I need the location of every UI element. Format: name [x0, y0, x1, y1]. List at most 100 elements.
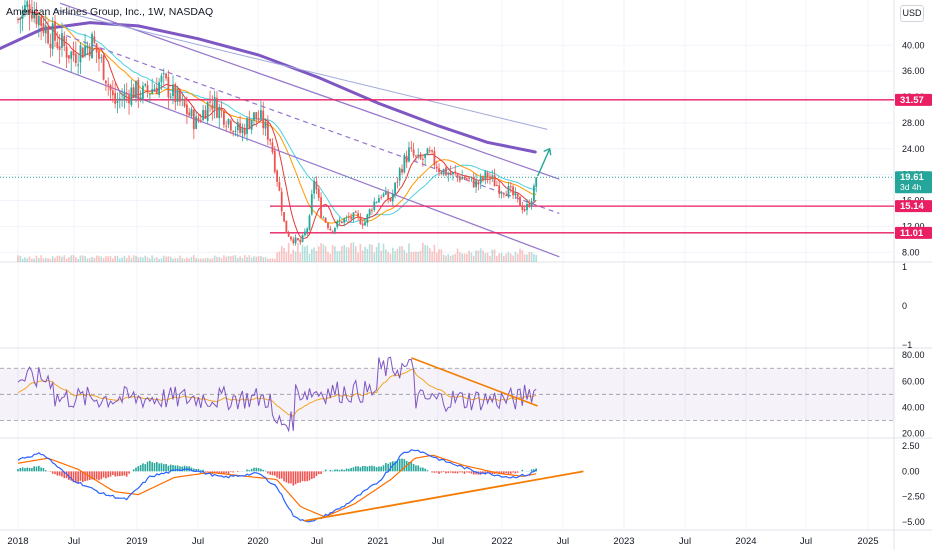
volume-bar — [283, 247, 285, 262]
time-axis[interactable]: 2018 Jul 2019 Jul 2020 Jul 2021 Jul 2022 Jul 2023 J… — [7, 536, 878, 547]
candle-body — [229, 120, 232, 131]
price-pane[interactable] — [0, 0, 894, 262]
macd-histogram-bar — [123, 471, 126, 476]
macd-histogram-bar — [401, 458, 403, 472]
macd-histogram-bar — [442, 471, 445, 472]
macd-histogram-bar — [290, 471, 292, 484]
time-tick-label: 2019 — [126, 536, 147, 547]
candle-body — [373, 201, 376, 210]
projection-arrowhead — [543, 147, 552, 156]
volume-bar — [461, 253, 463, 262]
macd-histogram-bar — [56, 471, 59, 476]
candle-body — [91, 34, 93, 59]
time-tick-label: Jul — [800, 536, 812, 547]
candle-body — [391, 194, 394, 202]
volume-bar — [28, 256, 31, 262]
currency-button[interactable]: USD — [900, 5, 924, 22]
volume-bar — [35, 255, 38, 262]
volume-bar — [382, 243, 385, 262]
macd-histogram-bar — [373, 466, 376, 472]
candle-body — [530, 201, 533, 207]
volume-bar — [183, 258, 186, 262]
candle-body — [209, 101, 211, 103]
macd-histogram-bar — [459, 471, 461, 473]
candle-body — [396, 181, 399, 183]
candle-body — [100, 57, 103, 59]
volume-bar — [72, 255, 75, 262]
macd-pane[interactable] — [17, 449, 584, 523]
volume-bar — [112, 258, 114, 262]
candle-body — [227, 119, 230, 125]
volume-bar — [320, 242, 322, 262]
rsi-pane[interactable] — [0, 356, 894, 433]
candle-body — [167, 77, 170, 98]
volume-bar — [313, 247, 315, 262]
candle-body — [343, 218, 346, 223]
volume-bar — [317, 246, 320, 262]
time-tick-label: 2025 — [857, 536, 878, 547]
volume-bar — [336, 251, 339, 262]
candle-body — [77, 64, 80, 66]
candle-body — [67, 55, 70, 59]
volume-bar — [419, 250, 422, 262]
macd-histogram-bar — [408, 462, 410, 472]
macd-histogram-bar — [311, 471, 313, 480]
candle-body — [417, 154, 420, 157]
macd-histogram-bar — [193, 468, 195, 472]
macd-histogram-bar — [197, 468, 200, 472]
candle-body — [329, 228, 332, 231]
macd-histogram-bar — [324, 469, 327, 472]
macd-histogram-bar — [489, 471, 491, 473]
macd-histogram-bar — [149, 460, 151, 472]
volume-bar — [149, 258, 151, 262]
candle-body — [169, 96, 172, 98]
candle-body — [454, 171, 457, 174]
candle-body — [116, 101, 119, 103]
candle-body — [257, 118, 260, 121]
candle-body — [428, 150, 431, 152]
volume-bar — [528, 252, 531, 262]
candle-body — [521, 205, 524, 210]
macd-line — [17, 449, 537, 523]
channel-lower-line — [41, 60, 560, 258]
candle-body — [287, 232, 290, 237]
macd-histogram-bar — [507, 471, 510, 474]
macd-histogram-bar — [320, 471, 322, 475]
candle-body — [250, 119, 253, 130]
candle-body — [86, 45, 89, 49]
macd-histogram-bar — [253, 467, 255, 472]
volume-bar — [276, 252, 278, 262]
macd-signal-line — [17, 454, 537, 518]
macd-histogram-bar — [410, 462, 413, 472]
macd-histogram-bar — [306, 471, 308, 482]
macd-histogram-bar — [137, 466, 140, 472]
volume-bar — [243, 255, 246, 262]
macd-histogram-bar — [162, 464, 165, 472]
macd-histogram-bar — [500, 471, 503, 475]
candle-body — [408, 147, 410, 162]
candle-body — [384, 191, 387, 195]
macd-histogram-bar — [54, 471, 56, 475]
candle-body — [442, 168, 445, 175]
candle-body — [297, 238, 299, 241]
candle-body — [95, 43, 98, 53]
volume-bar — [61, 256, 63, 262]
volume-bar — [40, 255, 42, 262]
volume-bar — [533, 254, 535, 262]
volume-bar — [519, 248, 521, 262]
macd-histogram-bar — [509, 471, 512, 474]
candle-body — [40, 16, 43, 26]
macd-tick-label: 2.50 — [902, 441, 920, 451]
candle-body — [204, 110, 207, 120]
volume-bar — [218, 256, 221, 262]
candle-body — [264, 121, 267, 129]
price-badge-label: 19.61 — [900, 172, 924, 183]
volume-bar — [417, 251, 420, 262]
volume-bar — [31, 258, 33, 262]
volume-bar — [482, 250, 484, 262]
price-axis[interactable]: 40.0036.0032.0028.0024.0020.0016.0012.00… — [902, 40, 925, 527]
volume-bar — [479, 248, 482, 262]
candle-body — [523, 209, 526, 211]
macd-histogram-bar — [95, 471, 98, 480]
